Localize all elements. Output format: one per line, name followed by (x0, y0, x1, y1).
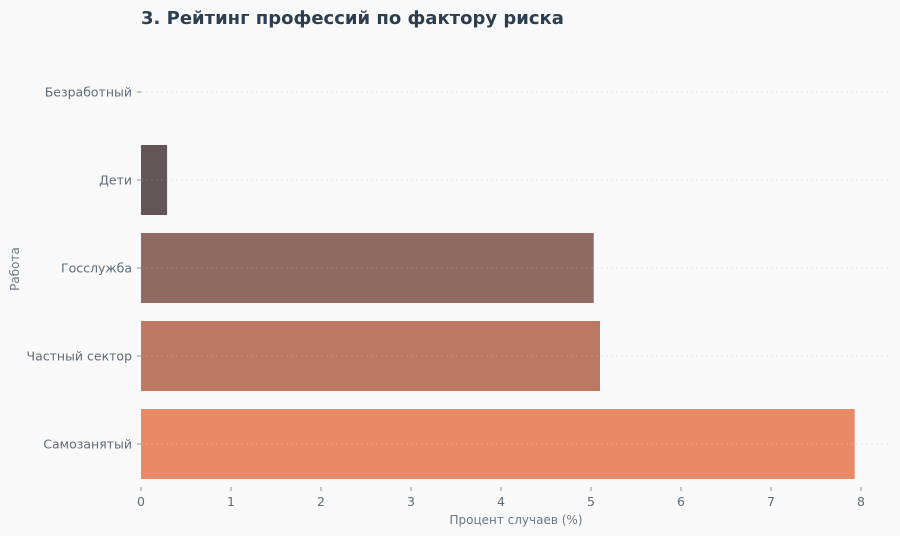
bar (141, 409, 855, 479)
x-tick-label: 6 (677, 494, 685, 509)
x-tick-label: 3 (407, 494, 415, 509)
y-tick-label: Госслужба (61, 261, 132, 276)
x-tick-label: 7 (767, 494, 775, 509)
x-tick-label: 5 (587, 494, 595, 509)
y-axis-ticks: Безработный Дети Госслужба Частный сектор Са… (27, 85, 141, 452)
y-tick-label: Самозанятый (43, 437, 132, 452)
y-tick-label: Безработный (45, 85, 132, 100)
x-axis-label: Процент случаев (%) (449, 513, 582, 527)
x-tick-label: 1 (227, 494, 235, 509)
x-tick-label: 8 (857, 494, 865, 509)
x-tick-label: 2 (317, 494, 325, 509)
bar (141, 233, 594, 303)
x-axis-ticks: 0 1 2 3 4 5 6 7 8 (137, 487, 865, 509)
bar (141, 321, 600, 391)
chart-title: 3. Рейтинг профессий по фактору риска (141, 8, 564, 29)
bar (141, 145, 168, 215)
y-axis-label: Работа (8, 247, 22, 291)
bars (141, 91, 888, 479)
x-tick-label: 0 (137, 494, 145, 509)
x-tick-label: 4 (497, 494, 505, 509)
y-tick-label: Частный сектор (27, 349, 133, 364)
y-tick-label: Дети (99, 173, 132, 188)
